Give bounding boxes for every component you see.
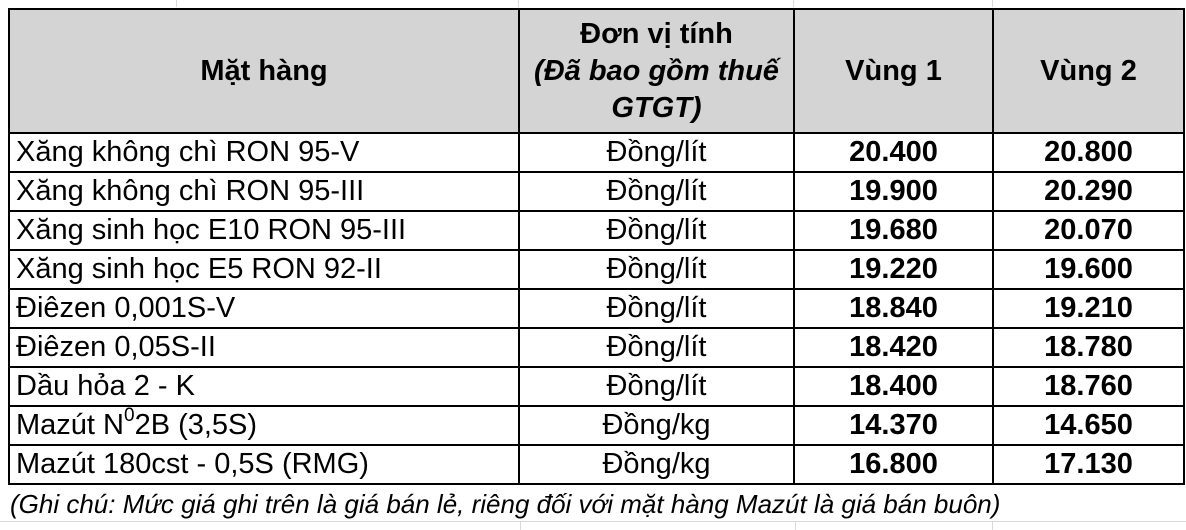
unit-cell: Đồng/lít: [518, 327, 795, 368]
table-row: Xăng không chì RON 95-III Đồng/lít 19.90…: [8, 171, 1185, 212]
header-row: Mặt hàng Đơn vị tính (Đã bao gồm thuế GT…: [8, 8, 1185, 134]
product-name-part: Mazút N: [16, 409, 124, 441]
footer-note: (Ghi chú: Mức giá ghi trên là giá bán lẻ…: [10, 489, 1001, 519]
unit-cell: Đồng/lít: [518, 366, 795, 407]
region1-price-cell: 18.420: [793, 327, 994, 368]
product-name-cell: Xăng sinh học E10 RON 95-III: [8, 210, 520, 251]
table-row: Điêzen 0,001S-V Đồng/lít 18.840 19.210: [8, 288, 1185, 329]
region2-price-cell: 20.800: [992, 132, 1185, 173]
gridline: [992, 522, 993, 530]
product-name-superscript: 0: [123, 406, 135, 427]
unit-cell: Đồng/kg: [518, 444, 795, 485]
gridline: [520, 522, 521, 530]
gridline: [795, 522, 796, 530]
table-row: Xăng sinh học E10 RON 95-III Đồng/lít 19…: [8, 210, 1185, 251]
product-name-cell: Điêzen 0,001S-V: [8, 288, 520, 329]
region1-price-cell: 16.800: [793, 444, 994, 485]
product-name-cell: Xăng sinh học E5 RON 92-II: [8, 249, 520, 290]
header-unit: Đơn vị tính (Đã bao gồm thuế GTGT): [518, 8, 795, 134]
region2-price-cell: 18.780: [992, 327, 1185, 368]
fuel-price-table: Mặt hàng Đơn vị tính (Đã bao gồm thuế GT…: [8, 8, 1185, 485]
region2-price-cell: 14.650: [992, 405, 1185, 446]
product-name-cell: Mazút N02B (3,5S): [8, 405, 520, 446]
region2-price-cell: 20.070: [992, 210, 1185, 251]
gridline: [0, 521, 1186, 522]
product-name-cell: Mazút 180cst - 0,5S (RMG): [8, 444, 520, 485]
unit-cell: Đồng/lít: [518, 288, 795, 329]
region2-price-cell: 19.600: [992, 249, 1185, 290]
gridline: [518, 0, 519, 7]
region2-price-cell: 17.130: [992, 444, 1185, 485]
region1-price-cell: 18.400: [793, 366, 994, 407]
header-unit-subtitle: (Đã bao gồm thuế GTGT): [534, 54, 779, 124]
table-row: Mazút 180cst - 0,5S (RMG) Đồng/kg 16.800…: [8, 444, 1185, 485]
region1-price-cell: 19.900: [793, 171, 994, 212]
unit-cell: Đồng/lít: [518, 210, 795, 251]
product-name-cell: Xăng không chì RON 95-III: [8, 171, 520, 212]
table-row: Xăng sinh học E5 RON 92-II Đồng/lít 19.2…: [8, 249, 1185, 290]
table-row: Xăng không chì RON 95-V Đồng/lít 20.400 …: [8, 132, 1185, 173]
table-row: Điêzen 0,05S-II Đồng/lít 18.420 18.780: [8, 327, 1185, 368]
region1-price-cell: 19.220: [793, 249, 994, 290]
unit-cell: Đồng/lít: [518, 171, 795, 212]
gridline: [992, 0, 993, 7]
region1-price-cell: 18.840: [793, 288, 994, 329]
region1-price-cell: 14.370: [793, 405, 994, 446]
product-name-part: 2B (3,5S): [134, 409, 258, 441]
header-region-1: Vùng 1: [793, 8, 994, 134]
region2-price-cell: 19.210: [992, 288, 1185, 329]
product-name-cell: Điêzen 0,05S-II: [8, 327, 520, 368]
gridline: [793, 0, 794, 7]
product-name-cell: Xăng không chì RON 95-V: [8, 132, 520, 173]
region1-price-cell: 19.680: [793, 210, 994, 251]
region1-price-cell: 20.400: [793, 132, 994, 173]
region2-price-cell: 18.760: [992, 366, 1185, 407]
product-name-cell: Dầu hỏa 2 - K: [8, 366, 520, 407]
table-row: Dầu hỏa 2 - K Đồng/lít 18.400 18.760: [8, 366, 1185, 407]
unit-cell: Đồng/kg: [518, 405, 795, 446]
table-row: Mazút N02B (3,5S) Đồng/kg 14.370 14.650: [8, 405, 1185, 446]
header-unit-title: Đơn vị tính: [580, 17, 733, 50]
header-product: Mặt hàng: [8, 8, 520, 134]
header-region-2: Vùng 2: [992, 8, 1185, 134]
unit-cell: Đồng/lít: [518, 132, 795, 173]
unit-cell: Đồng/lít: [518, 249, 795, 290]
gridline: [176, 0, 177, 7]
region2-price-cell: 20.290: [992, 171, 1185, 212]
